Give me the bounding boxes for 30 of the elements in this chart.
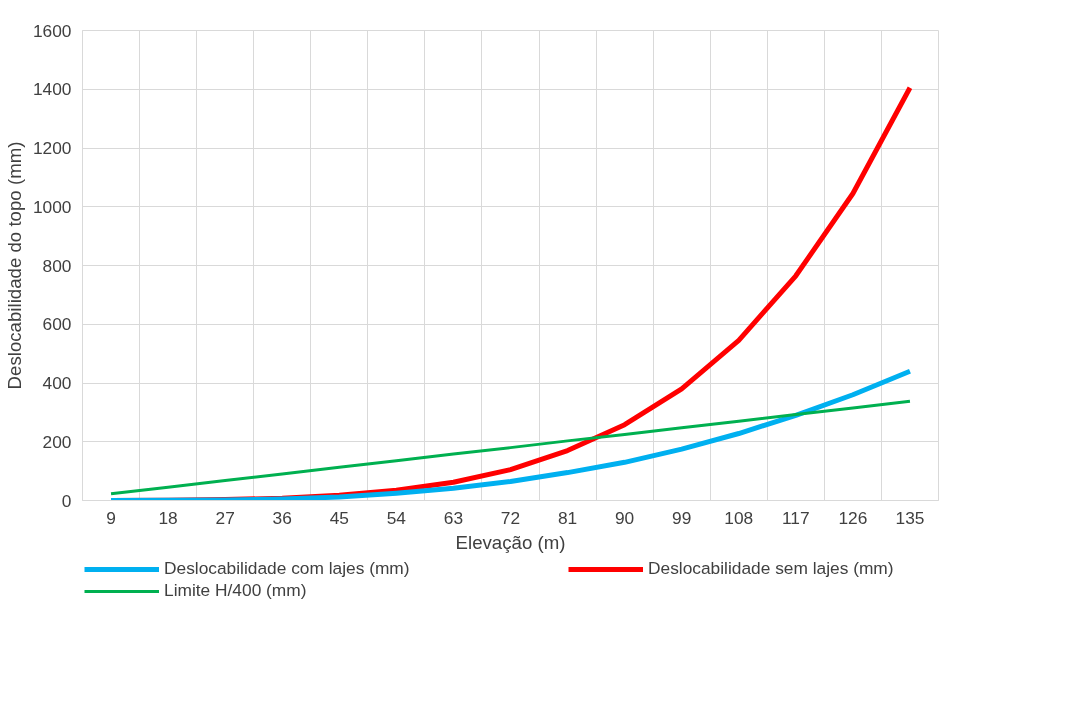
x-tick-label: 90	[615, 507, 635, 528]
x-tick-label: 135	[895, 507, 925, 528]
y-tick-label: 1400	[32, 79, 72, 100]
legend-label: Deslocabilidade com lajes (mm)	[164, 558, 411, 579]
x-tick-label: 117	[782, 507, 810, 528]
x-tick-label: 9	[106, 507, 116, 528]
x-tick-label: 72	[500, 507, 521, 528]
legend-label: Deslocabilidade sem lajes (mm)	[648, 558, 895, 579]
legend-label: Limite H/400 (mm)	[164, 580, 308, 601]
y-tick-label: 600	[42, 314, 72, 335]
x-tick-label: 36	[272, 507, 292, 528]
x-tick-label: 27	[215, 507, 235, 528]
y-tick-label: 1200	[32, 138, 72, 158]
y-axis-title: Deslocabilidade do topo (mm)	[3, 141, 25, 390]
x-tick-label: 63	[443, 507, 464, 528]
x-tick-label: 18	[158, 507, 178, 528]
y-tick-label: 200	[42, 431, 72, 452]
x-tick-label: 81	[557, 507, 578, 528]
x-tick-label: 54	[386, 507, 407, 528]
y-tick-label: 800	[42, 255, 72, 276]
y-tick-label: 1600	[32, 20, 72, 41]
x-tick-label: 108	[724, 507, 754, 528]
y-tick-label: 0	[61, 490, 72, 511]
line-series	[109, 399, 912, 496]
x-tick-label: 99	[672, 507, 692, 528]
x-tick-label: 45	[329, 507, 349, 528]
x-axis-title: Elevação (m)	[455, 531, 566, 553]
x-tick-label: 126	[838, 507, 868, 528]
y-tick-label: 1000	[32, 196, 72, 217]
y-tick-label: 400	[42, 373, 72, 393]
